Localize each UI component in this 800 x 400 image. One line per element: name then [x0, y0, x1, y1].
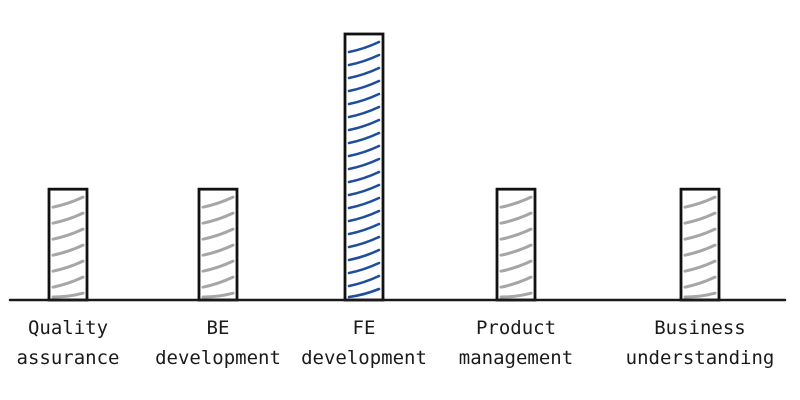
bar-hatch-line — [51, 195, 85, 209]
bar-hatch-line — [347, 274, 381, 288]
x-tick-label: assurance — [17, 347, 120, 369]
x-tick-label: management — [459, 347, 573, 369]
bar-hatch-line — [347, 209, 381, 223]
bar-hatch-line — [51, 243, 85, 257]
bar-hatch-line — [347, 196, 381, 210]
x-tick-label: understanding — [626, 347, 775, 369]
bar-hatch-line — [201, 259, 235, 273]
bar-hatch-line — [51, 211, 85, 225]
bar-hatch-line — [347, 248, 381, 262]
bar-hatch-line — [683, 259, 717, 273]
bar-2 — [343, 32, 385, 302]
bar-hatch-line — [51, 275, 85, 289]
bar-hatch-line — [51, 227, 85, 241]
bar-hatch-line — [347, 222, 381, 236]
bar-4 — [679, 187, 721, 302]
x-tick-label: Business — [654, 317, 746, 339]
bar-hatch-line — [683, 275, 717, 289]
bar-hatch-line — [499, 211, 533, 225]
bar-hatch-line — [347, 79, 381, 93]
bar-hatch-line — [683, 243, 717, 257]
category-labels: Quality assurance BE development FE developme… — [17, 317, 775, 369]
x-tick-label: FE — [353, 317, 376, 339]
bar-hatch-line — [499, 291, 533, 299]
bar-hatch-line — [201, 275, 235, 289]
bar-hatch-line — [51, 291, 85, 299]
bar-hatch-line — [499, 259, 533, 273]
x-tick-label: BE — [207, 317, 230, 339]
bar-hatch-line — [201, 227, 235, 241]
bar-hatch-line — [683, 227, 717, 241]
x-tick-label: development — [155, 347, 281, 369]
bar-hatch-line — [499, 275, 533, 289]
bar-hatch-line — [347, 66, 381, 80]
bar-0 — [47, 187, 89, 302]
bars-group — [47, 32, 721, 302]
bar-hatch-line — [201, 243, 235, 257]
bar-hatch-line — [683, 211, 717, 225]
bar-1 — [197, 187, 239, 302]
bar-hatch-line — [201, 195, 235, 209]
x-tick-label: Quality — [28, 317, 108, 339]
bar-hatch-line — [347, 131, 381, 145]
bar-hatch-line — [347, 53, 381, 67]
bar-hatch-line — [347, 92, 381, 106]
bar-hatch-line — [347, 157, 381, 171]
bar-hatch-line — [51, 259, 85, 273]
bar-hatch-line — [347, 144, 381, 158]
bar-hatch-line — [683, 195, 717, 209]
bar-hatch-line — [347, 287, 381, 299]
bar-hatch-line — [347, 261, 381, 275]
bar-3 — [495, 187, 537, 302]
bar-hatch-line — [347, 105, 381, 119]
bar-hatch-line — [201, 291, 235, 299]
bar-hatch-line — [347, 118, 381, 132]
bar-hatch-line — [201, 211, 235, 225]
bar-hatch-line — [499, 195, 533, 209]
bar-hatch-line — [347, 183, 381, 197]
bar-hatch-line — [347, 235, 381, 249]
bar-hatch-line — [347, 40, 381, 54]
x-tick-label: development — [301, 347, 427, 369]
bar-hatch-line — [499, 227, 533, 241]
bar-hatch-line — [347, 170, 381, 184]
x-tick-label: Product — [476, 317, 556, 339]
bar-hatch-line — [499, 243, 533, 257]
bar-hatch-line — [683, 291, 717, 299]
